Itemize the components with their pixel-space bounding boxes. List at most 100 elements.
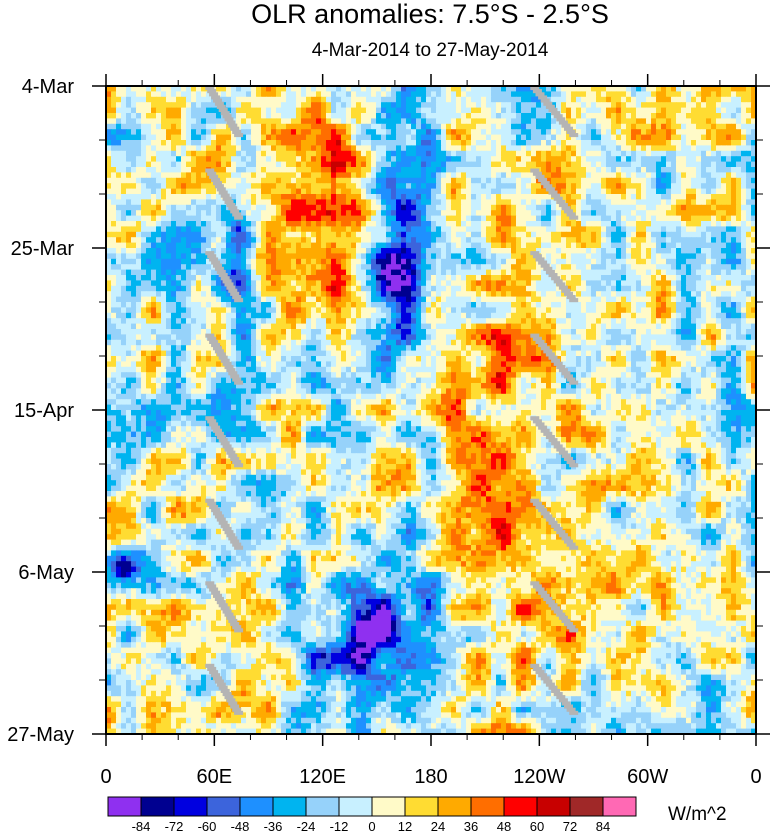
field-cell — [496, 183, 502, 190]
field-cell — [721, 172, 727, 179]
field-cell — [191, 107, 197, 114]
field-cell — [616, 242, 622, 249]
field-cell — [626, 280, 632, 287]
field-cell — [291, 253, 297, 260]
field-cell — [466, 177, 472, 184]
field-cell — [561, 161, 567, 168]
field-cell — [201, 258, 207, 265]
field-cell — [161, 96, 167, 103]
field-cell — [246, 221, 252, 227]
field-cell — [606, 172, 612, 179]
field-cell — [366, 194, 372, 200]
field-cell — [461, 134, 467, 141]
field-cell — [726, 145, 732, 152]
field-cell — [316, 210, 322, 217]
field-cell — [491, 237, 497, 244]
field-cell — [381, 107, 387, 114]
field-cell — [456, 210, 462, 217]
field-cell — [406, 237, 412, 244]
field-cell — [171, 102, 177, 109]
field-cell — [356, 237, 362, 244]
field-cell — [266, 204, 272, 211]
field-cell — [701, 226, 707, 233]
field-cell — [361, 275, 367, 281]
field-cell — [381, 264, 387, 271]
field-cell — [241, 210, 247, 217]
field-cell — [356, 156, 362, 163]
field-cell — [261, 226, 267, 233]
field-cell — [266, 248, 272, 254]
field-cell — [396, 129, 402, 136]
field-cell — [576, 102, 582, 109]
field-cell — [131, 172, 137, 179]
field-cell — [631, 248, 637, 254]
field-cell — [246, 199, 252, 206]
field-cell — [226, 248, 232, 254]
field-cell — [106, 177, 112, 184]
field-cell — [186, 280, 192, 287]
field-cell — [246, 253, 252, 260]
field-cell — [386, 183, 392, 190]
field-cell — [736, 177, 742, 184]
field-cell — [236, 199, 242, 206]
field-cell — [171, 215, 177, 222]
field-cell — [526, 172, 532, 179]
field-cell — [701, 264, 707, 271]
field-cell — [306, 140, 312, 146]
field-cell — [371, 199, 377, 206]
field-cell — [146, 156, 152, 163]
field-cell — [501, 237, 507, 244]
field-cell — [306, 167, 312, 173]
field-cell — [201, 264, 207, 271]
field-cell — [616, 231, 622, 238]
field-cell — [306, 215, 312, 222]
field-cell — [436, 242, 442, 249]
field-cell — [431, 86, 437, 92]
field-cell — [381, 275, 387, 281]
field-cell — [726, 269, 732, 276]
field-cell — [741, 129, 747, 136]
field-cell — [676, 145, 682, 152]
field-cell — [161, 285, 167, 292]
field-cell — [601, 102, 607, 109]
field-cell — [321, 145, 327, 152]
field-cell — [656, 231, 662, 238]
field-cell — [391, 113, 397, 119]
field-cell — [126, 156, 132, 163]
field-cell — [601, 269, 607, 276]
field-cell — [651, 210, 657, 217]
field-cell — [546, 129, 552, 136]
field-cell — [216, 150, 222, 157]
field-cell — [111, 150, 117, 157]
field-cell — [326, 242, 332, 249]
field-cell — [486, 102, 492, 109]
field-cell — [476, 129, 482, 136]
field-cell — [606, 269, 612, 276]
field-cell — [631, 221, 637, 227]
field-cell — [346, 134, 352, 141]
field-cell — [111, 183, 117, 190]
field-cell — [231, 248, 237, 254]
field-cell — [301, 226, 307, 233]
field-cell — [421, 280, 427, 287]
field-cell — [646, 123, 652, 130]
field-cell — [391, 221, 397, 227]
field-cell — [631, 167, 637, 173]
field-cell — [331, 172, 337, 179]
field-cell — [256, 204, 262, 211]
field-cell — [321, 210, 327, 217]
field-cell — [151, 264, 157, 271]
field-cell — [281, 183, 287, 190]
field-cell — [276, 140, 282, 146]
field-cell — [676, 199, 682, 206]
field-cell — [501, 215, 507, 222]
field-cell — [731, 248, 737, 254]
field-cell — [216, 210, 222, 217]
field-cell — [381, 86, 387, 92]
field-cell — [171, 172, 177, 179]
field-cell — [316, 129, 322, 136]
field-cell — [701, 231, 707, 238]
field-cell — [481, 129, 487, 136]
field-cell — [176, 264, 182, 271]
field-cell — [531, 280, 537, 287]
